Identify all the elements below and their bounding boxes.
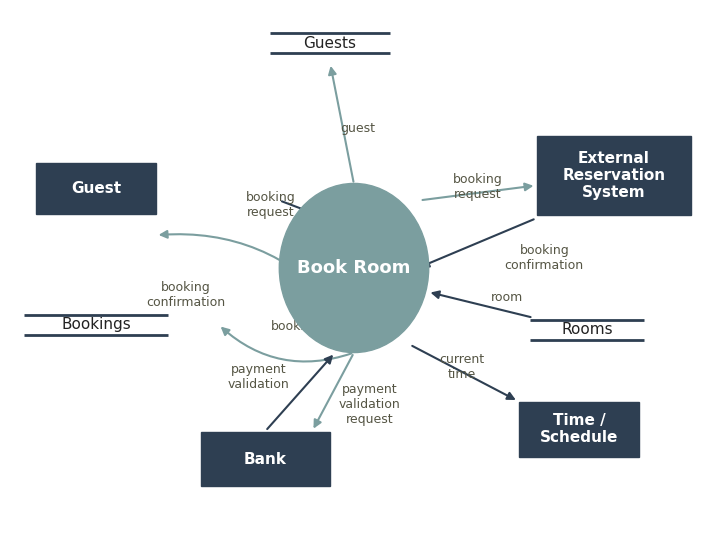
Text: booking
confirmation: booking confirmation bbox=[505, 244, 584, 272]
FancyBboxPatch shape bbox=[537, 136, 691, 215]
Ellipse shape bbox=[279, 184, 429, 353]
Text: Guest: Guest bbox=[71, 181, 121, 196]
Text: guest: guest bbox=[341, 122, 375, 135]
Text: payment
validation: payment validation bbox=[227, 363, 290, 392]
Text: Bookings: Bookings bbox=[61, 317, 131, 332]
Text: External
Reservation
System: External Reservation System bbox=[562, 150, 666, 201]
Text: booking
confirmation: booking confirmation bbox=[146, 281, 225, 309]
FancyBboxPatch shape bbox=[520, 402, 639, 456]
Text: Rooms: Rooms bbox=[561, 322, 613, 337]
Text: Book Room: Book Room bbox=[297, 259, 411, 277]
Text: booking
request: booking request bbox=[246, 192, 295, 219]
Text: room: room bbox=[491, 292, 523, 304]
Text: booking
request: booking request bbox=[452, 173, 503, 201]
FancyBboxPatch shape bbox=[200, 432, 330, 486]
Text: Bank: Bank bbox=[244, 452, 287, 467]
FancyBboxPatch shape bbox=[36, 163, 156, 215]
Text: current
time: current time bbox=[439, 354, 484, 381]
Text: booking: booking bbox=[271, 320, 321, 333]
Text: Guests: Guests bbox=[304, 36, 357, 51]
Text: Time /
Schedule: Time / Schedule bbox=[540, 413, 618, 445]
Text: payment
validation
request: payment validation request bbox=[339, 383, 401, 426]
